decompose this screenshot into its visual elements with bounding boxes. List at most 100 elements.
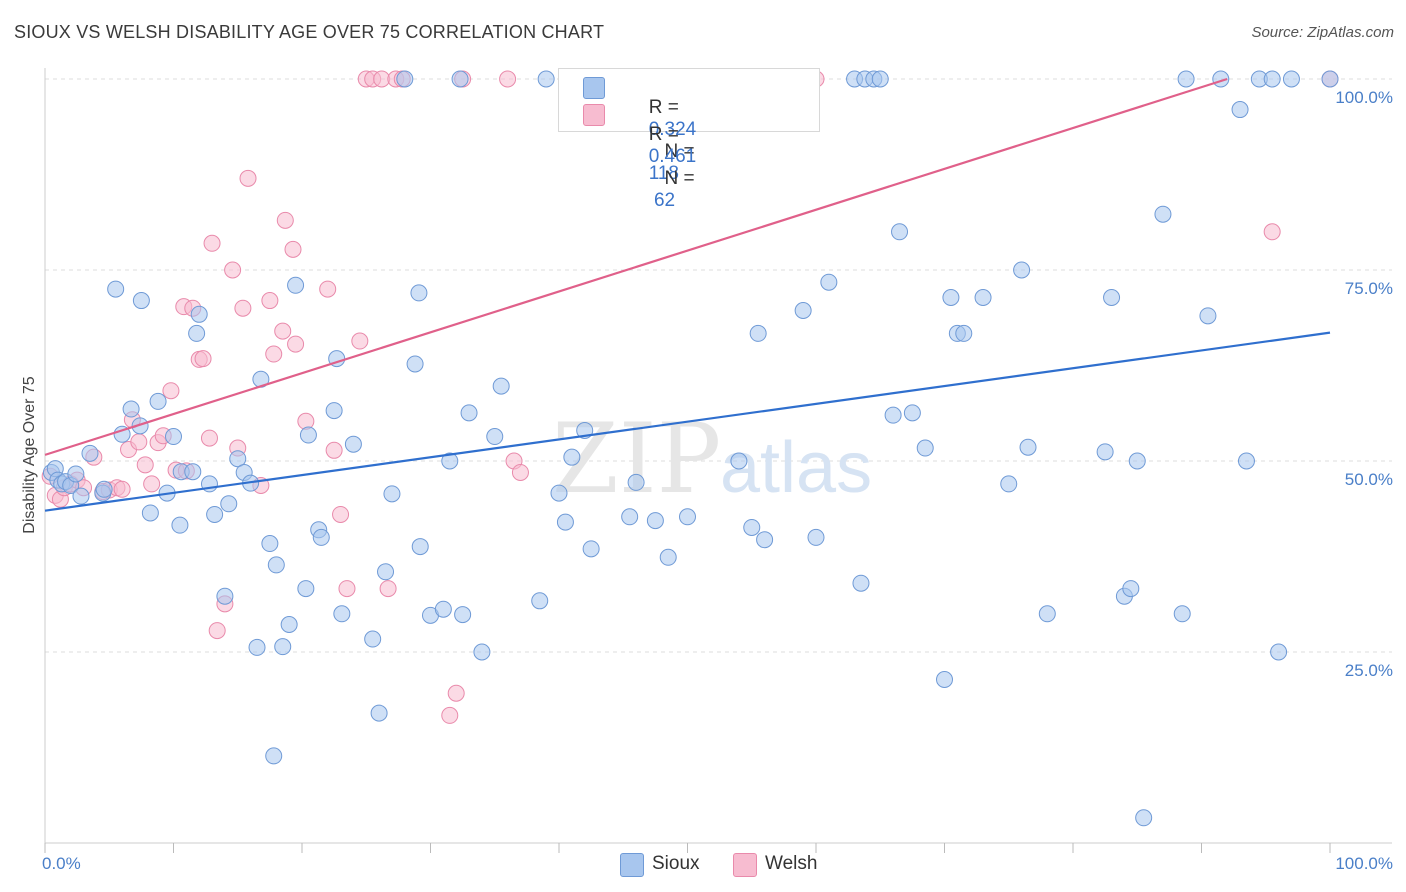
sioux-point	[229, 450, 247, 468]
chart-title: SIOUX VS WELSH DISABILITY AGE OVER 75 CO…	[14, 22, 605, 42]
sioux-point	[916, 439, 934, 457]
sioux-point	[411, 538, 429, 556]
sioux-point	[188, 324, 206, 342]
sioux-point	[820, 273, 838, 291]
sioux-point	[406, 355, 424, 373]
sioux-point	[383, 485, 401, 503]
sioux-point	[955, 324, 973, 342]
sioux-point	[852, 574, 870, 592]
welsh-point	[203, 234, 221, 252]
legend-r-welsh: 0.461	[648, 146, 697, 167]
y-tick-label-100: 100.0%	[1335, 88, 1393, 107]
welsh-point	[261, 292, 279, 310]
welsh-point	[143, 475, 161, 493]
sioux-point	[131, 417, 149, 435]
sioux-point	[1000, 475, 1018, 493]
welsh-point	[234, 299, 252, 317]
sioux-point	[460, 404, 478, 422]
sioux-point	[454, 606, 472, 624]
sioux-point	[646, 512, 664, 530]
sioux-point	[942, 289, 960, 307]
sioux-point	[67, 465, 85, 483]
sioux-point	[377, 563, 395, 581]
welsh-point	[224, 261, 242, 279]
sioux-point	[312, 528, 330, 546]
sioux-point	[297, 580, 315, 598]
welsh-point	[208, 622, 226, 640]
bottom-legend-label-sioux: Sioux	[652, 853, 700, 874]
sioux-series	[42, 70, 1339, 827]
sioux-point	[370, 704, 388, 722]
sioux-point	[659, 548, 677, 566]
sioux-point	[1282, 70, 1300, 88]
welsh-point	[373, 70, 391, 88]
sioux-point	[891, 223, 909, 241]
sioux-point	[141, 504, 159, 522]
sioux-point	[280, 615, 298, 633]
welsh-point	[265, 345, 283, 363]
welsh-point	[284, 240, 302, 258]
bottom-legend-swatch-welsh	[733, 853, 757, 877]
legend-n-label: N =	[664, 141, 695, 162]
axes	[44, 68, 1392, 853]
sioux-point	[81, 444, 99, 462]
sioux-point	[95, 480, 113, 498]
sioux-point	[267, 556, 285, 574]
legend: R = 0.324 N = 118 R = 0.461 N = 62	[558, 68, 820, 211]
welsh-point	[499, 70, 517, 88]
sioux-point	[807, 528, 825, 546]
sioux-point	[550, 484, 568, 502]
trend-lines	[44, 77, 1331, 512]
welsh-point	[447, 684, 465, 702]
sioux-point	[582, 540, 600, 558]
welsh-point	[136, 456, 154, 474]
sioux-point	[1321, 70, 1339, 88]
sioux-point	[537, 70, 555, 88]
bottom-legend-swatch-sioux	[620, 853, 644, 877]
sioux-point	[1122, 580, 1140, 598]
sioux-point	[756, 531, 774, 549]
source-label: Source: ZipAtlas.com	[1251, 24, 1394, 41]
sioux-point	[743, 518, 761, 536]
sioux-point	[531, 592, 549, 610]
watermark-atlas: atlas	[720, 428, 872, 508]
bottom-legend-label-welsh: Welsh	[765, 853, 818, 874]
sioux-point	[1199, 307, 1217, 325]
sioux-point	[1096, 443, 1114, 461]
sioux-point	[1154, 205, 1172, 223]
welsh-point	[113, 480, 131, 498]
y-tick-label-25: 25.0%	[1345, 661, 1393, 680]
sioux-point	[749, 324, 767, 342]
sioux-point	[206, 505, 224, 523]
sioux-point	[1237, 452, 1255, 470]
legend-r-sioux: 0.324	[648, 119, 697, 140]
legend-row-welsh: R = 0.461 N = 62	[583, 101, 696, 211]
sioux-point	[274, 638, 292, 656]
sioux-point	[1103, 289, 1121, 307]
welsh-point	[351, 332, 369, 350]
sioux-point	[72, 487, 90, 505]
y-tick-label-75: 75.0%	[1345, 279, 1393, 298]
welsh-point	[162, 382, 180, 400]
legend-row-sioux: R = 0.324 N = 118	[583, 74, 696, 184]
sioux-point	[1135, 809, 1153, 827]
sioux-point	[171, 516, 189, 534]
sioux-point	[1270, 643, 1288, 661]
welsh-point	[379, 580, 397, 598]
sioux-trend-line	[44, 331, 1331, 512]
sioux-point	[434, 600, 452, 618]
sioux-point	[216, 587, 234, 605]
sioux-point	[1019, 438, 1037, 456]
sioux-point	[441, 452, 459, 470]
sioux-point	[1038, 605, 1056, 623]
sioux-point	[344, 435, 362, 453]
y-axis-label: Disability Age Over 75	[21, 376, 38, 534]
sioux-point	[333, 605, 351, 623]
sioux-point	[730, 452, 748, 470]
sioux-point	[1128, 452, 1146, 470]
sioux-point	[299, 426, 317, 444]
sioux-point	[364, 630, 382, 648]
welsh-point	[194, 350, 212, 368]
sioux-point	[248, 638, 266, 656]
